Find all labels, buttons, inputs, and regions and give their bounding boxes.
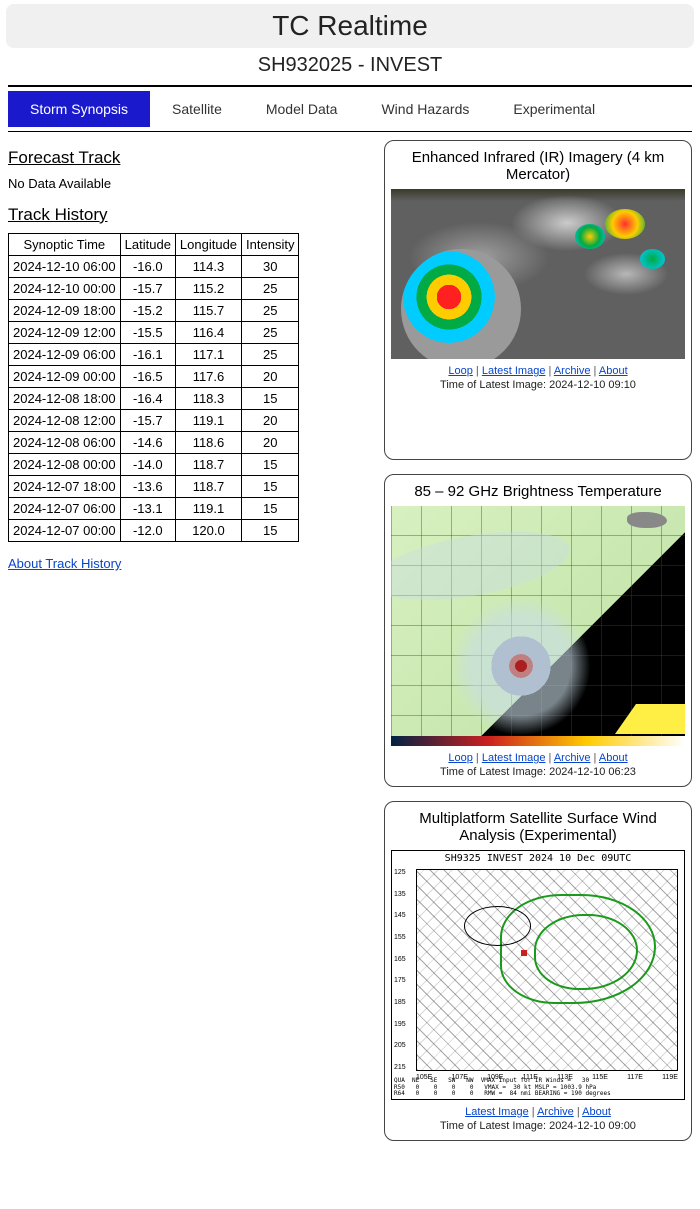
archive-link[interactable]: Archive xyxy=(554,752,591,764)
about-link[interactable]: About xyxy=(582,1106,611,1118)
panel-title: Enhanced Infrared (IR) Imagery (4 km Mer… xyxy=(391,147,685,189)
table-row: 2024-12-08 12:00-15.7119.120 xyxy=(9,410,299,432)
table-row: 2024-12-07 06:00-13.1119.115 xyxy=(9,498,299,520)
tab-model-data[interactable]: Model Data xyxy=(244,91,360,127)
column-header: Synoptic Time xyxy=(9,234,121,256)
tab-wind-hazards[interactable]: Wind Hazards xyxy=(359,91,491,127)
column-header: Intensity xyxy=(242,234,299,256)
about-track-history-link[interactable]: About Track History xyxy=(8,556,121,571)
plot-footer: QUA NE SE SW NW VMAX Input for IR Winds … xyxy=(394,1078,682,1098)
table-row: 2024-12-08 06:00-14.6118.620 xyxy=(9,432,299,454)
panel-timestamp: Time of Latest Image: 2024-12-10 06:23 xyxy=(391,764,685,778)
loop-link[interactable]: Loop xyxy=(448,365,472,377)
column-header: Latitude xyxy=(120,234,175,256)
track-history-heading: Track History xyxy=(8,205,374,225)
table-row: 2024-12-08 00:00-14.0118.715 xyxy=(9,454,299,476)
table-row: 2024-12-09 12:00-15.5116.425 xyxy=(9,322,299,344)
table-row: 2024-12-07 00:00-12.0120.015 xyxy=(9,520,299,542)
ir-satellite-image[interactable] xyxy=(391,189,685,359)
table-row: 2024-12-10 06:00-16.0114.330 xyxy=(9,256,299,278)
loop-link[interactable]: Loop xyxy=(448,752,472,764)
latest-image-link[interactable]: Latest Image xyxy=(465,1106,529,1118)
table-row: 2024-12-09 00:00-16.5117.620 xyxy=(9,366,299,388)
forecast-no-data: No Data Available xyxy=(8,176,374,191)
table-row: 2024-12-08 18:00-16.4118.315 xyxy=(9,388,299,410)
panel-title: Multiplatform Satellite Surface Wind Ana… xyxy=(391,808,685,850)
archive-link[interactable]: Archive xyxy=(537,1106,574,1118)
panel-timestamp: Time of Latest Image: 2024-12-10 09:10 xyxy=(391,377,685,391)
wind-analysis-image: SH9325 INVEST 2024 10 Dec 09UTC 12513514… xyxy=(391,850,685,1100)
table-row: 2024-12-10 00:00-15.7115.225 xyxy=(9,278,299,300)
table-row: 2024-12-07 18:00-13.6118.715 xyxy=(9,476,299,498)
panel-title: 85 – 92 GHz Brightness Temperature xyxy=(391,481,685,506)
table-row: 2024-12-09 06:00-16.1117.125 xyxy=(9,344,299,366)
tab-storm-synopsis[interactable]: Storm Synopsis xyxy=(8,91,150,127)
tab-satellite[interactable]: Satellite xyxy=(150,91,244,127)
archive-link[interactable]: Archive xyxy=(554,365,591,377)
panel-timestamp: Time of Latest Image: 2024-12-10 09:00 xyxy=(391,1118,685,1132)
table-header-row: Synoptic TimeLatitudeLongitudeIntensity xyxy=(9,234,299,256)
panel-links: Loop | Latest Image | Archive | About xyxy=(391,363,685,377)
ghz-satellite-image[interactable] xyxy=(391,506,685,746)
forecast-track-heading: Forecast Track xyxy=(8,148,374,168)
panel-links: Loop | Latest Image | Archive | About xyxy=(391,750,685,764)
table-row: 2024-12-09 18:00-15.2115.725 xyxy=(9,300,299,322)
panel-links: Latest Image | Archive | About xyxy=(391,1104,685,1118)
right-column: Enhanced Infrared (IR) Imagery (4 km Mer… xyxy=(384,140,692,1155)
left-column: Forecast Track No Data Available Track H… xyxy=(8,140,374,1155)
latest-image-link[interactable]: Latest Image xyxy=(482,365,546,377)
about-link[interactable]: About xyxy=(599,752,628,764)
main-content: Forecast Track No Data Available Track H… xyxy=(0,132,700,1163)
ghz-brightness-panel: 85 – 92 GHz Brightness Temperature Loop … xyxy=(384,474,692,787)
track-history-table: Synoptic TimeLatitudeLongitudeIntensity … xyxy=(8,233,299,542)
tab-experimental[interactable]: Experimental xyxy=(491,91,617,127)
tab-bar: Storm SynopsisSatelliteModel DataWind Ha… xyxy=(0,87,700,131)
plot-title: SH9325 INVEST 2024 10 Dec 09UTC xyxy=(392,853,684,864)
storm-id-subtitle: SH932025 - INVEST xyxy=(0,50,700,85)
wind-analysis-panel: Multiplatform Satellite Surface Wind Ana… xyxy=(384,801,692,1141)
about-link[interactable]: About xyxy=(599,365,628,377)
column-header: Longitude xyxy=(175,234,241,256)
latest-image-link[interactable]: Latest Image xyxy=(482,752,546,764)
ir-imagery-panel: Enhanced Infrared (IR) Imagery (4 km Mer… xyxy=(384,140,692,460)
app-title: TC Realtime xyxy=(6,4,694,48)
